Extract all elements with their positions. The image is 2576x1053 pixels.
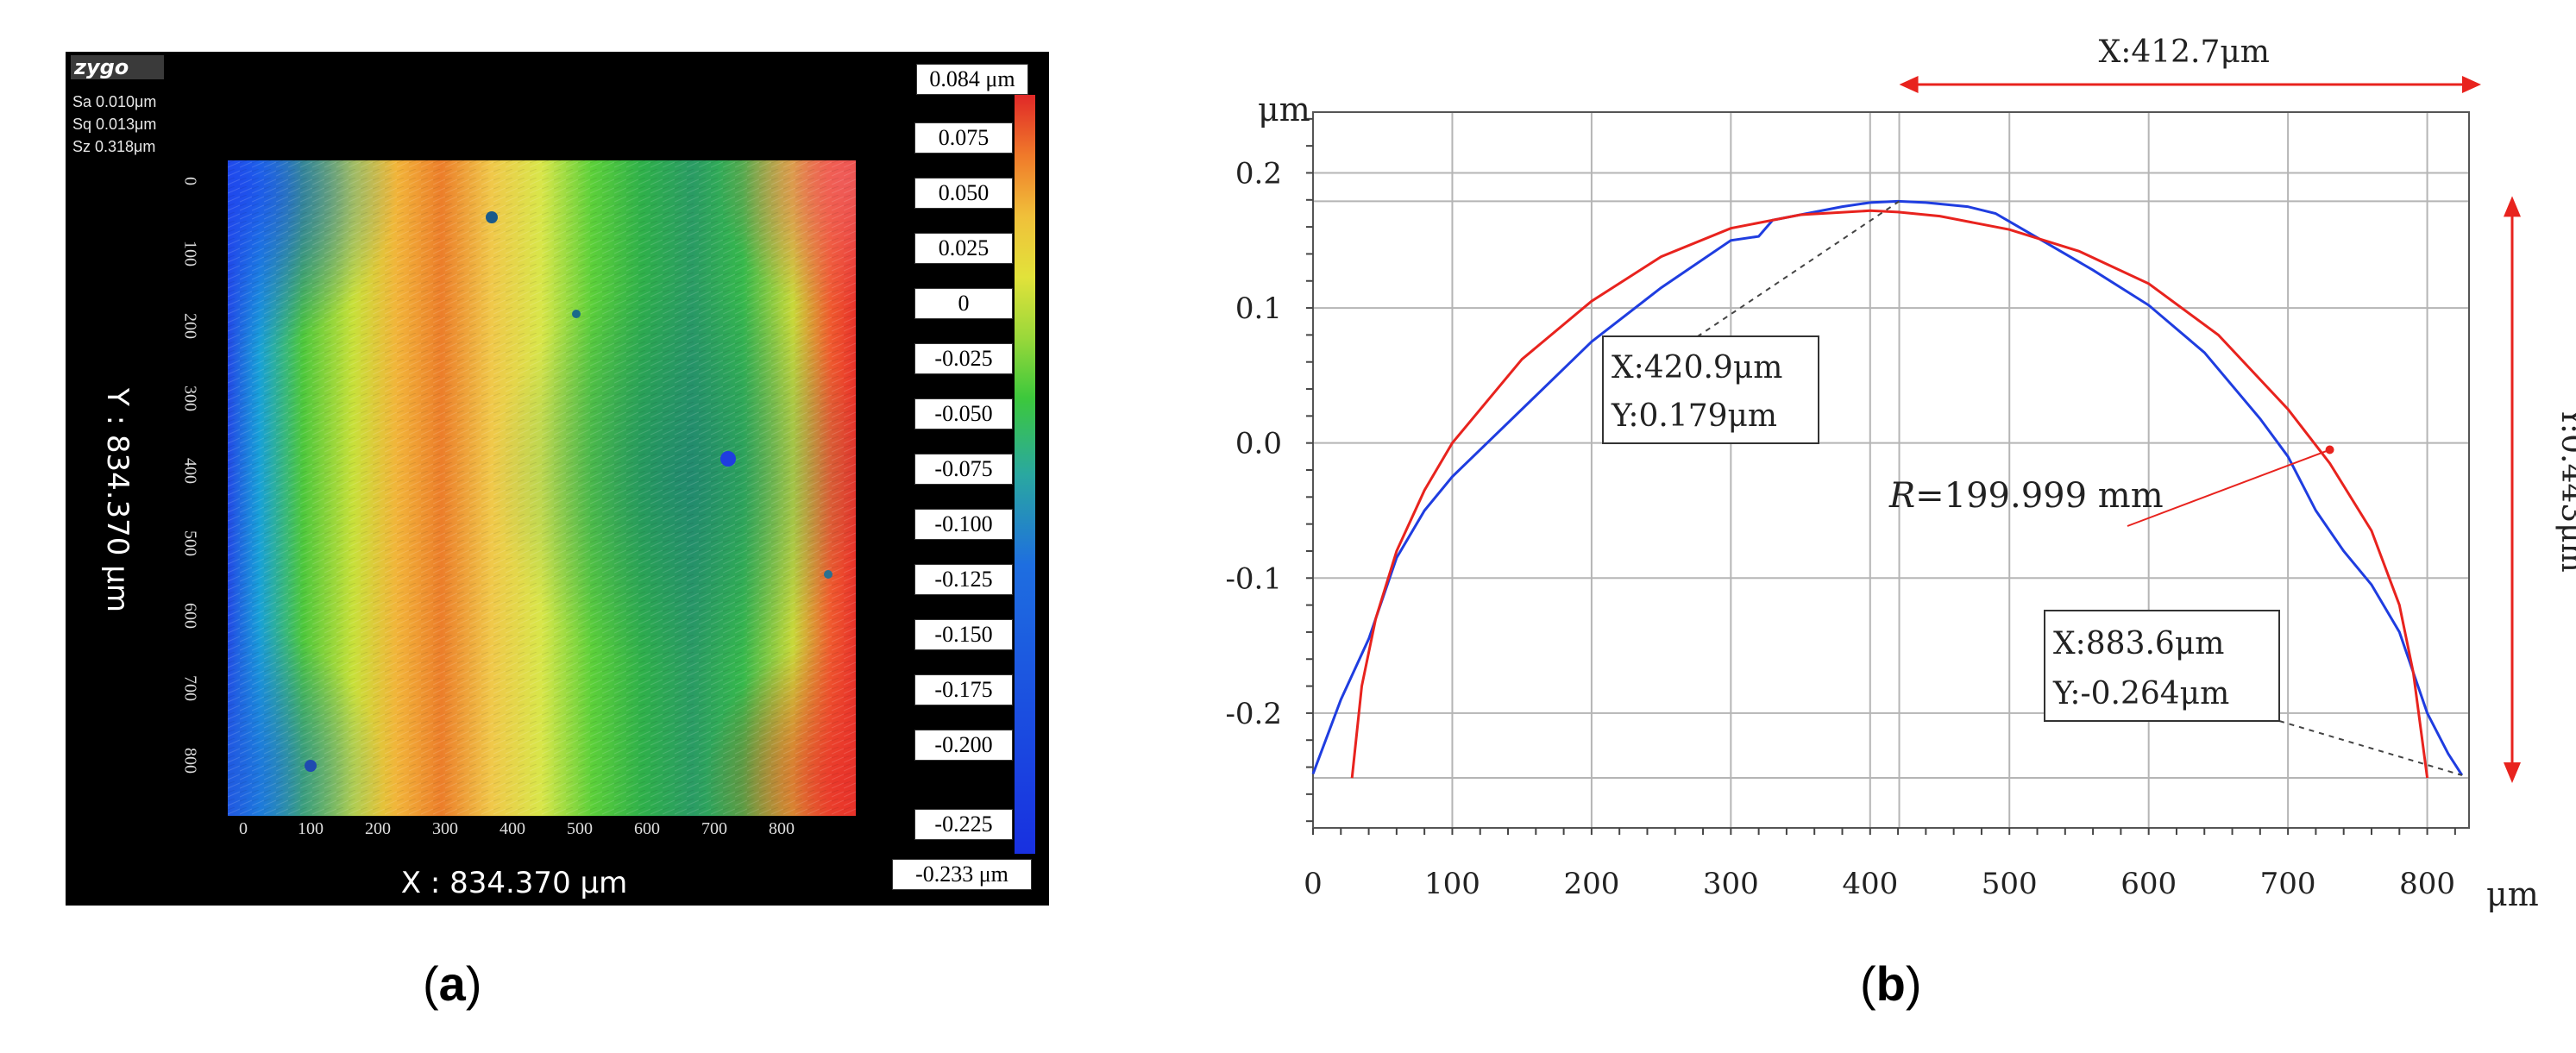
y-tick: 800 bbox=[180, 748, 200, 774]
x-tick: 800 bbox=[769, 819, 795, 838]
y-tick: 700 bbox=[180, 675, 200, 701]
colorbar-tick: -0.150 bbox=[914, 619, 1013, 650]
radius-label: R=199.999 mm bbox=[1888, 476, 2164, 516]
y-extent-label: Y : 834.370 μm bbox=[100, 388, 135, 612]
x-tick: 600 bbox=[634, 819, 660, 838]
chart-axes: 0 100 200 300 400 500 600 700 800 -0.2 -0.1 0.0 0.1 0… bbox=[1225, 91, 2538, 913]
y-tick-label: 0.0 bbox=[1235, 427, 1282, 461]
colorbar-tick: -0.175 bbox=[914, 674, 1013, 705]
radius-marker bbox=[2325, 445, 2334, 454]
arrowhead-up bbox=[2504, 196, 2521, 217]
colorbar-min-label: -0.233 μm bbox=[892, 859, 1032, 890]
x-extent-label: X : 834.370 μm bbox=[400, 866, 628, 900]
x-tick: 500 bbox=[567, 819, 593, 838]
arrowhead-right bbox=[2462, 76, 2481, 93]
x-tick-label: 700 bbox=[2260, 867, 2316, 901]
x-tick-label: 0 bbox=[1304, 867, 1323, 901]
panel-b-caption: (b) bbox=[1860, 956, 1922, 1011]
chart-annotations: X:412.7μm Y:0.443μm X:420.9μm Y:0.179μm X:88… bbox=[1602, 34, 2576, 784]
x-tick-label: 100 bbox=[1424, 867, 1480, 901]
surface-map-panel: zygo Sa 0.010μm Sq 0.013μm Sz 0.318μm bbox=[66, 52, 1049, 906]
radius-leader-line bbox=[2127, 448, 2330, 527]
x-tick: 100 bbox=[298, 819, 324, 838]
x-tick-label: 200 bbox=[1563, 867, 1619, 901]
profile-chart: 0 100 200 300 400 500 600 700 800 -0.2 -0.1 0.0 0.1 0… bbox=[1225, 34, 2576, 913]
colorbar-tick: -0.200 bbox=[914, 730, 1013, 761]
peak-annotation-box bbox=[1602, 335, 1819, 444]
colorbar bbox=[1015, 95, 1035, 854]
x-tick-label: 500 bbox=[1982, 867, 2038, 901]
colorbar-tick: -0.100 bbox=[914, 509, 1013, 540]
y-tick-label: -0.2 bbox=[1225, 697, 1282, 731]
x-axis-unit-label: μm bbox=[2486, 875, 2539, 913]
zygo-logo: zygo bbox=[71, 55, 164, 79]
colorbar-tick: 0.050 bbox=[914, 178, 1013, 209]
y-tick-label: -0.1 bbox=[1225, 561, 1282, 596]
y-tick: 300 bbox=[180, 385, 200, 411]
arrowhead-down bbox=[2504, 762, 2521, 784]
colorbar-tick: -0.025 bbox=[914, 343, 1013, 374]
y-dimension-label: Y:0.443μm bbox=[2554, 406, 2576, 573]
radius-symbol: R bbox=[1888, 476, 1915, 516]
colorbar-tick: 0 bbox=[914, 288, 1013, 319]
end-x-label: X:883.6μm bbox=[2053, 626, 2224, 661]
x-tick: 200 bbox=[365, 819, 391, 838]
chart-series bbox=[1311, 199, 2464, 779]
x-tick-label: 600 bbox=[2120, 867, 2177, 901]
y-tick: 400 bbox=[180, 458, 200, 484]
radius-value: =199.999 mm bbox=[1915, 476, 2164, 516]
colorbar-tick: 0.025 bbox=[914, 233, 1013, 264]
x-tick-label: 800 bbox=[2399, 867, 2455, 901]
arrowhead-left bbox=[1899, 76, 1919, 93]
x-tick: 400 bbox=[499, 819, 525, 838]
x-tick-label: 300 bbox=[1703, 867, 1759, 901]
y-tick: 600 bbox=[180, 603, 200, 629]
measured-profile-line bbox=[1311, 199, 2464, 776]
y-tick: 200 bbox=[180, 313, 200, 339]
colorbar-tick: -0.225 bbox=[914, 809, 1013, 840]
colorbar-tick: -0.075 bbox=[914, 454, 1013, 485]
fitted-arc-line bbox=[1350, 209, 2429, 779]
x-tick: 300 bbox=[432, 819, 458, 838]
x-tick: 0 bbox=[239, 819, 248, 838]
y-tick: 500 bbox=[180, 530, 200, 556]
end-leader-line bbox=[2278, 720, 2463, 776]
stat-sq: Sq 0.013μm bbox=[72, 116, 157, 133]
colorbar-tick: 0.075 bbox=[914, 122, 1013, 154]
x-tick: 700 bbox=[701, 819, 727, 838]
y-tick-label: 0.1 bbox=[1235, 291, 1282, 326]
colorbar-tick: -0.125 bbox=[914, 564, 1013, 595]
colorbar-tick: -0.050 bbox=[914, 398, 1013, 429]
y-tick-label: 0.2 bbox=[1235, 156, 1282, 191]
panel-a-caption: (a) bbox=[423, 956, 482, 1011]
y-tick: 100 bbox=[180, 241, 200, 266]
stat-sz: Sz 0.318μm bbox=[72, 138, 156, 155]
x-dimension-label: X:412.7μm bbox=[2099, 34, 2270, 70]
peak-y-label: Y:0.179μm bbox=[1611, 398, 1777, 434]
end-y-label: Y:-0.264μm bbox=[2052, 676, 2229, 711]
stat-sa: Sa 0.010μm bbox=[72, 93, 157, 110]
x-tick-label: 400 bbox=[1842, 867, 1898, 901]
peak-leader-line bbox=[1697, 200, 1901, 337]
end-annotation-box bbox=[2044, 610, 2280, 722]
colorbar-max-label: 0.084 μm bbox=[916, 64, 1028, 95]
y-axis-unit-label: μm bbox=[1258, 91, 1310, 128]
surface-height-map bbox=[228, 160, 856, 816]
y-tick: 0 bbox=[180, 177, 200, 185]
peak-x-label: X:420.9μm bbox=[1612, 350, 1782, 385]
